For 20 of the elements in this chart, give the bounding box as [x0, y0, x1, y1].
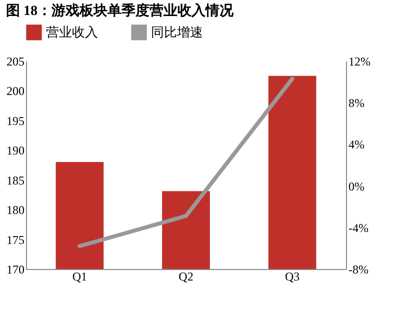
legend-label: 同比增速 [151, 24, 203, 40]
y-tick-label: 175 [6, 232, 24, 247]
legend-label: 营业收入 [46, 24, 98, 40]
y2-tick-label: 12% [348, 54, 370, 68]
y-tick-label: 190 [6, 144, 24, 158]
x-tick-label: Q1 [72, 270, 88, 284]
y-tick-label: 170 [6, 262, 24, 276]
x-tick-label: Q2 [178, 270, 194, 284]
y2-tick-label: -4% [348, 220, 368, 235]
y2-tick-label: 4% [348, 138, 364, 152]
chart-title: 图 18：游戏板块单季度营业收入情况 [6, 2, 234, 19]
x-tick-label: Q3 [284, 270, 300, 284]
y-tick-label: 180 [6, 203, 24, 218]
y2-tick-label: 8% [348, 96, 364, 110]
y-tick-label: 200 [6, 84, 24, 98]
y-tick-label: 195 [6, 114, 24, 128]
y2-tick-label: -8% [348, 262, 368, 276]
y-tick-label: 185 [6, 173, 24, 188]
y2-tick-label: 0% [348, 179, 364, 194]
y-tick-label: 205 [6, 54, 24, 68]
